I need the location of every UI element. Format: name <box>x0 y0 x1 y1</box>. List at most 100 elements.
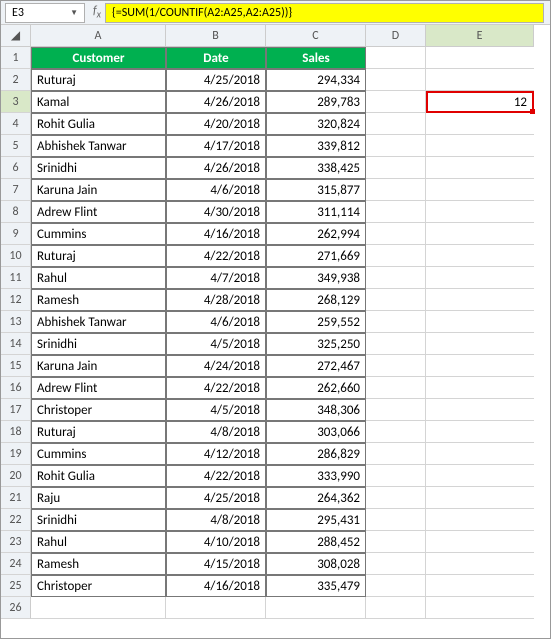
row-header[interactable]: 1 <box>1 47 31 69</box>
cell-customer[interactable]: Srinidhi <box>31 509 166 531</box>
cell[interactable] <box>266 597 366 619</box>
cell-sales[interactable]: 288,452 <box>266 531 366 553</box>
cell-sales[interactable]: 264,362 <box>266 487 366 509</box>
col-header-a[interactable]: A <box>31 25 166 47</box>
row-header[interactable]: 2 <box>1 69 31 91</box>
row-header[interactable]: 7 <box>1 179 31 201</box>
cell-date[interactable]: 4/15/2018 <box>166 553 266 575</box>
cell[interactable] <box>426 355 534 377</box>
cell[interactable] <box>366 575 426 597</box>
row-header[interactable]: 17 <box>1 399 31 421</box>
cell[interactable] <box>426 465 534 487</box>
row-header[interactable]: 19 <box>1 443 31 465</box>
cell-sales[interactable]: 335,479 <box>266 575 366 597</box>
cell-date[interactable]: 4/5/2018 <box>166 399 266 421</box>
cell-sales[interactable]: 268,129 <box>266 289 366 311</box>
cell-date[interactable]: 4/5/2018 <box>166 333 266 355</box>
cell[interactable] <box>366 531 426 553</box>
cell[interactable] <box>366 465 426 487</box>
row-header[interactable]: 14 <box>1 333 31 355</box>
cell-sales[interactable]: 295,431 <box>266 509 366 531</box>
cell[interactable] <box>366 333 426 355</box>
cell-customer[interactable]: Ruturaj <box>31 69 166 91</box>
cell[interactable] <box>426 267 534 289</box>
cell-sales[interactable]: 303,066 <box>266 421 366 443</box>
cell[interactable] <box>426 509 534 531</box>
cell[interactable] <box>366 223 426 245</box>
cell[interactable] <box>166 597 266 619</box>
cell-sales[interactable]: 272,467 <box>266 355 366 377</box>
cell[interactable] <box>366 597 426 619</box>
cell-customer[interactable]: Adrew Flint <box>31 201 166 223</box>
cell[interactable] <box>426 377 534 399</box>
cell[interactable] <box>366 355 426 377</box>
spreadsheet-grid[interactable]: ◢ A B C D E 1 Customer Date Sales 2 Rutu… <box>1 25 550 619</box>
result-cell[interactable]: 12 <box>426 91 534 113</box>
cell-date[interactable]: 4/10/2018 <box>166 531 266 553</box>
formula-bar[interactable]: {=SUM(1/COUNTIF(A2:A25,A2:A25))} <box>105 3 544 23</box>
row-header[interactable]: 18 <box>1 421 31 443</box>
cell-date[interactable]: 4/30/2018 <box>166 201 266 223</box>
cell-date[interactable]: 4/26/2018 <box>166 157 266 179</box>
chevron-down-icon[interactable]: ▼ <box>70 8 78 18</box>
cell[interactable] <box>426 223 534 245</box>
cell-sales[interactable]: 349,938 <box>266 267 366 289</box>
select-all-corner[interactable]: ◢ <box>1 25 31 47</box>
cell-sales[interactable]: 338,425 <box>266 157 366 179</box>
cell[interactable] <box>366 157 426 179</box>
cell-customer[interactable]: Cummins <box>31 443 166 465</box>
row-header[interactable]: 16 <box>1 377 31 399</box>
cell-customer[interactable]: Srinidhi <box>31 157 166 179</box>
cell-sales[interactable]: 311,114 <box>266 201 366 223</box>
row-header[interactable]: 21 <box>1 487 31 509</box>
cell[interactable] <box>366 553 426 575</box>
row-header[interactable]: 26 <box>1 597 31 619</box>
cell[interactable] <box>426 443 534 465</box>
cell-sales[interactable]: 289,783 <box>266 91 366 113</box>
cell[interactable] <box>426 333 534 355</box>
cell-customer[interactable]: Christoper <box>31 399 166 421</box>
cell-sales[interactable]: 286,829 <box>266 443 366 465</box>
row-header[interactable]: 9 <box>1 223 31 245</box>
cell[interactable] <box>366 245 426 267</box>
cell[interactable] <box>426 311 534 333</box>
name-box[interactable]: E3 ▼ <box>5 3 85 23</box>
cell-customer[interactable]: Kamal <box>31 91 166 113</box>
cell-sales[interactable]: 315,877 <box>266 179 366 201</box>
cell-sales[interactable]: 259,552 <box>266 311 366 333</box>
cell-customer[interactable]: Rahul <box>31 267 166 289</box>
cell[interactable] <box>366 69 426 91</box>
cell[interactable] <box>366 289 426 311</box>
cell-sales[interactable]: 333,990 <box>266 465 366 487</box>
cell[interactable] <box>426 201 534 223</box>
cell-sales[interactable]: 348,306 <box>266 399 366 421</box>
cell[interactable] <box>366 135 426 157</box>
cell-date[interactable]: 4/17/2018 <box>166 135 266 157</box>
row-header[interactable]: 4 <box>1 113 31 135</box>
cell[interactable] <box>426 553 534 575</box>
cell-customer[interactable]: Ramesh <box>31 289 166 311</box>
cell-sales[interactable]: 262,994 <box>266 223 366 245</box>
table-header-customer[interactable]: Customer <box>31 47 166 69</box>
cell-customer[interactable]: Rahul <box>31 531 166 553</box>
cell[interactable] <box>366 509 426 531</box>
cell-customer[interactable]: Abhishek Tanwar <box>31 135 166 157</box>
cell-customer[interactable]: Karuna Jain <box>31 179 166 201</box>
cell[interactable] <box>426 135 534 157</box>
cell-customer[interactable]: Adrew Flint <box>31 377 166 399</box>
cell[interactable] <box>426 575 534 597</box>
cell-customer[interactable]: Karuna Jain <box>31 355 166 377</box>
cell-customer[interactable]: Ruturaj <box>31 245 166 267</box>
cell-date[interactable]: 4/22/2018 <box>166 465 266 487</box>
cell-customer[interactable]: Ruturaj <box>31 421 166 443</box>
col-header-c[interactable]: C <box>266 25 366 47</box>
cell-customer[interactable]: Srinidhi <box>31 333 166 355</box>
cell-date[interactable]: 4/6/2018 <box>166 311 266 333</box>
cell-date[interactable]: 4/25/2018 <box>166 487 266 509</box>
cell[interactable] <box>366 179 426 201</box>
row-header[interactable]: 20 <box>1 465 31 487</box>
row-header[interactable]: 3 <box>1 91 31 113</box>
row-header[interactable]: 13 <box>1 311 31 333</box>
col-header-b[interactable]: B <box>166 25 266 47</box>
cell[interactable] <box>31 597 166 619</box>
